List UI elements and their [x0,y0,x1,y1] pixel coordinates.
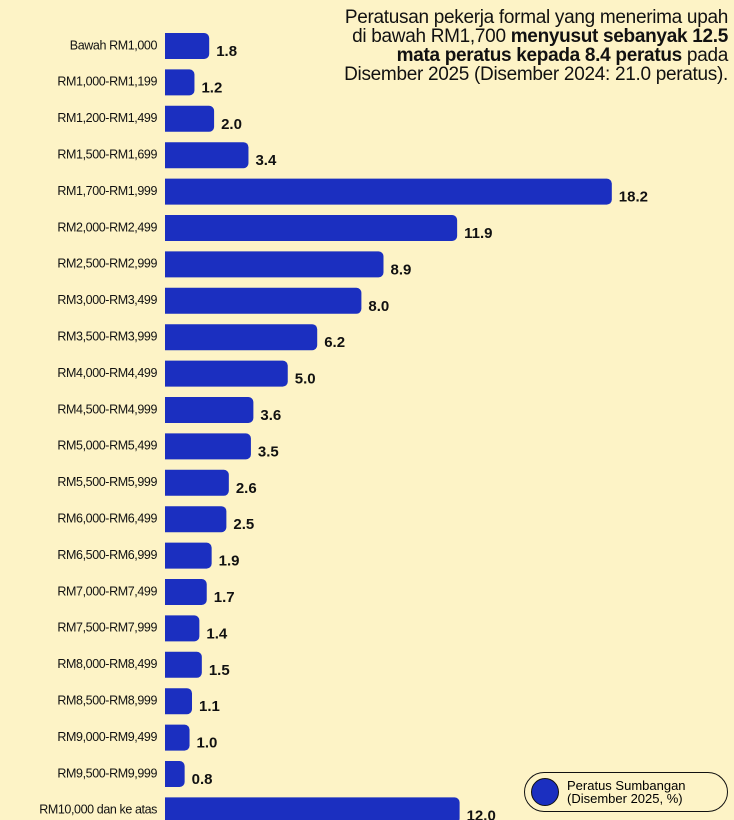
bar [165,287,362,314]
value-label: 1.4 [206,625,228,642]
value-label: 0.8 [192,771,213,788]
annotation-bold: menyusut sebanyak 12.5 mata peratus kepa… [396,26,729,66]
category-label: RM8,500-RM8,999 [57,693,157,707]
value-label: 2.6 [236,480,257,497]
bar [165,724,190,751]
category-label: RM4,500-RM4,999 [57,402,157,416]
category-label: RM2,000-RM2,499 [57,220,157,234]
value-label: 1.8 [216,43,237,60]
bar [165,324,318,351]
bar [165,69,195,96]
bar [165,142,249,169]
category-label: RM4,000-RM4,499 [57,366,157,380]
value-label: 18.2 [619,189,648,206]
category-label: RM9,000-RM9,499 [57,730,157,744]
bar [165,688,193,715]
value-label: 1.7 [214,589,235,606]
value-label: 5.0 [295,371,316,388]
value-label: 2.0 [221,116,242,133]
category-label: RM9,500-RM9,999 [57,766,157,780]
value-label: 1.5 [209,662,230,679]
bar [165,105,215,132]
bar [165,397,254,423]
value-label: 1.9 [219,553,240,570]
bar [165,761,185,787]
category-label: RM5,500-RM5,999 [57,475,157,489]
value-label: 6.2 [324,334,345,351]
category-label: RM6,000-RM6,499 [57,511,157,525]
category-label: RM8,000-RM8,499 [57,657,157,671]
category-label: RM7,000-RM7,499 [57,584,157,598]
annotation-text: pada Disember 2025 (Disember 2024: 21.0 … [344,45,728,85]
value-label: 12.0 [467,807,496,820]
category-label: RM5,000-RM5,499 [57,439,157,453]
bar [165,251,384,278]
bar [165,651,202,678]
legend: Peratus Sumbangan (Disember 2025, %) [524,772,728,812]
bar [165,615,200,642]
value-label: 11.9 [464,225,492,242]
legend-label: Peratus Sumbangan (Disember 2025, %) [567,778,686,806]
category-label: RM1,700-RM1,999 [57,184,157,198]
bar [165,797,460,820]
bar [165,360,288,387]
category-label: RM7,500-RM7,999 [57,621,157,635]
bar [165,506,227,533]
category-label: RM1,500-RM1,699 [57,147,157,161]
bar [165,33,210,59]
category-label: RM1,200-RM1,499 [57,111,157,125]
category-label: Bawah RM1,000 [70,38,158,52]
value-label: 8.9 [390,261,411,278]
annotation: Peratusan pekerja formal yang menerima u… [338,8,728,84]
bar [165,542,212,569]
bar [165,178,612,205]
category-label: RM10,000 dan ke atas [39,803,157,817]
value-label: 1.2 [201,79,222,96]
value-label: 3.4 [255,152,277,169]
value-label: 2.5 [233,516,254,533]
category-label: RM3,000-RM3,499 [57,293,157,307]
category-label: RM2,500-RM2,999 [57,257,157,271]
category-label: RM1,000-RM1,199 [57,75,157,89]
bar [165,433,251,460]
value-label: 3.6 [260,407,281,424]
legend-swatch [531,778,559,806]
bar [165,579,207,605]
value-label: 8.0 [368,298,389,315]
category-label: RM3,500-RM3,999 [57,329,157,343]
bar [165,215,458,241]
bar [165,469,229,496]
value-label: 1.1 [199,698,220,715]
value-label: 3.5 [258,443,279,460]
annotation-text: Peratusan pekerja formal yang menerima u… [344,7,728,47]
category-label: RM6,500-RM6,999 [57,548,157,562]
value-label: 1.0 [197,735,218,752]
